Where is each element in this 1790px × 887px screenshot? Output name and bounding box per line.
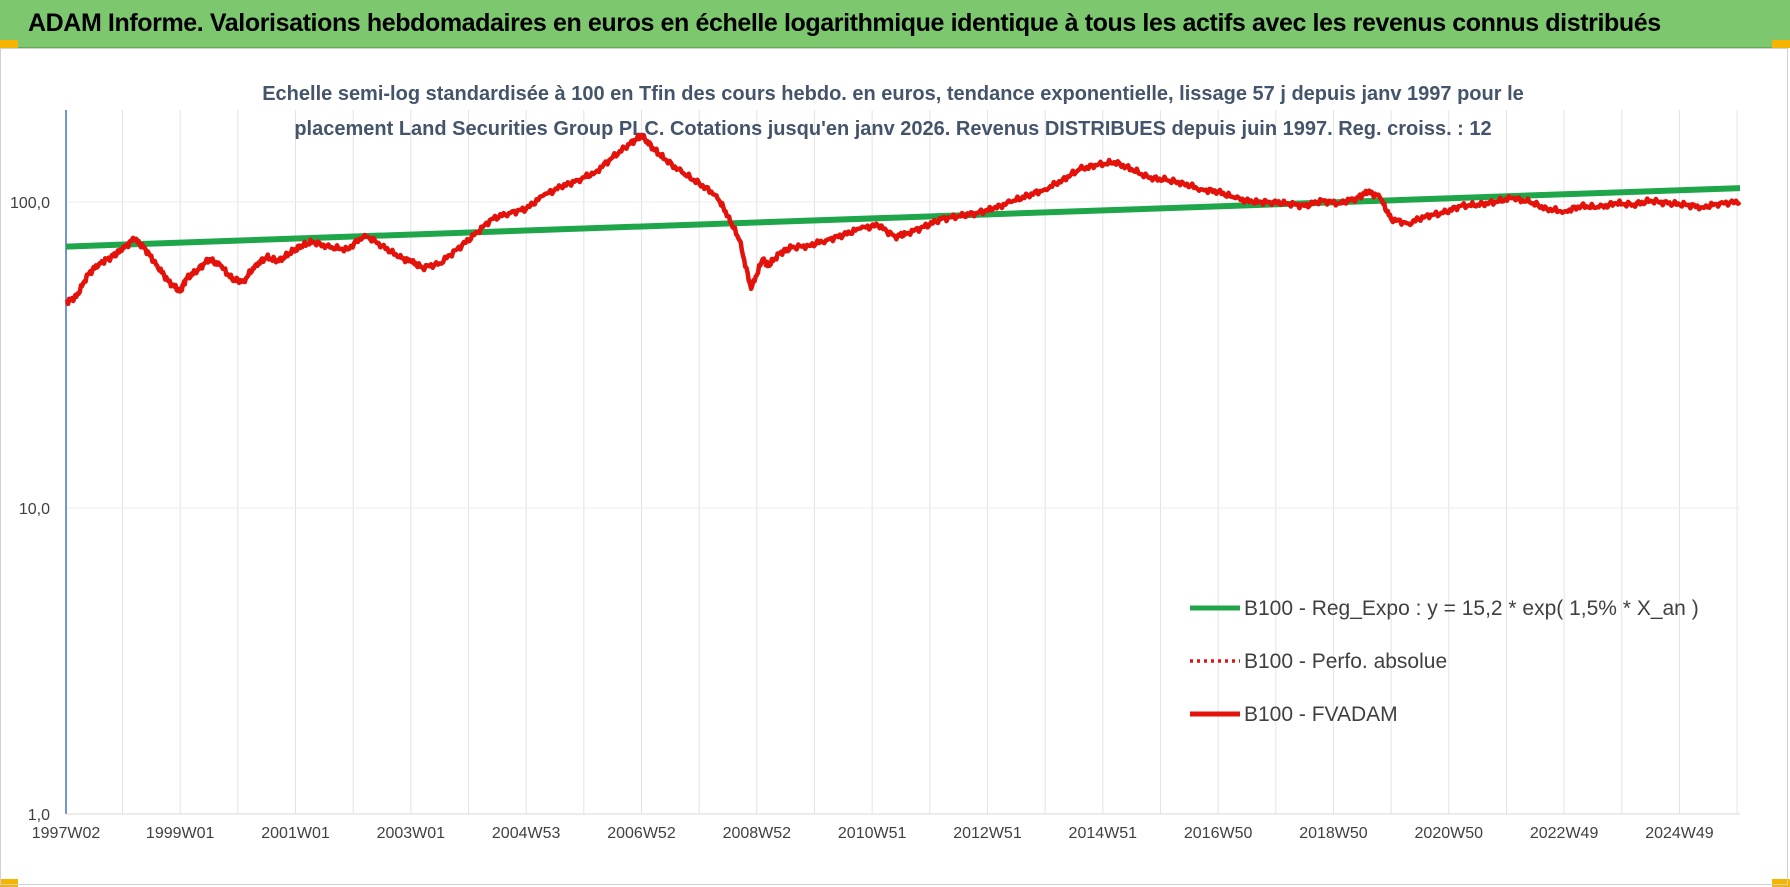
y-axis-ticks: 1,0 10,0 100,0	[10, 195, 50, 824]
corner-marker-top-left	[0, 40, 18, 48]
legend-label: B100 - FVADAM	[1244, 703, 1398, 726]
corner-marker-top-right	[1772, 40, 1790, 48]
y-tick-label: 10,0	[19, 501, 50, 518]
report-title: ADAM Informe. Valorisations hebdomadaire…	[28, 9, 1661, 37]
x-tick-label: 2024W49	[1645, 825, 1714, 842]
vertical-gridlines	[122, 110, 1738, 814]
x-axis-ticks: 1997W02 1999W01 2001W01 2003W01 2004W53 2006W…	[32, 825, 1714, 842]
series-line-fvadam	[64, 132, 1742, 307]
x-tick-label: 2001W01	[261, 825, 330, 842]
y-tick-label: 100,0	[10, 195, 50, 212]
chart-subtitle-line-2: placement Land Securities Group PLC. Cot…	[294, 118, 1491, 140]
x-tick-label: 2012W51	[953, 825, 1022, 842]
x-tick-label: 2003W01	[377, 825, 446, 842]
x-tick-label: 2020W50	[1415, 825, 1484, 842]
series-line-trend	[65, 185, 1741, 250]
x-tick-label: 1999W01	[146, 825, 215, 842]
x-tick-label: 2004W53	[492, 825, 561, 842]
x-tick-label: 2016W50	[1184, 825, 1253, 842]
corner-marker-bottom-right	[1772, 879, 1790, 887]
legend-label: B100 - Perfo. absolue	[1244, 650, 1447, 673]
horizontal-gridlines	[66, 201, 1740, 509]
y-tick-label: 1,0	[28, 807, 50, 824]
corner-marker-bottom-left	[0, 879, 18, 887]
chart-frame	[0, 48, 1788, 885]
chart-legend: B100 - Reg_Expo : y = 15,2 * exp( 1,5% *…	[1190, 597, 1699, 726]
x-tick-label: 2022W49	[1530, 825, 1599, 842]
x-tick-label: 2014W51	[1069, 825, 1138, 842]
x-tick-label: 2008W52	[723, 825, 792, 842]
x-tick-label: 2010W51	[838, 825, 907, 842]
x-tick-label: 2006W52	[607, 825, 676, 842]
chart-subtitle-line-1: Echelle semi-log standardisée à 100 en T…	[262, 83, 1524, 105]
legend-label: B100 - Reg_Expo : y = 15,2 * exp( 1,5% *…	[1244, 597, 1699, 620]
plot-series	[64, 132, 1742, 307]
x-tick-label: 2018W50	[1299, 825, 1368, 842]
x-tick-label: 1997W02	[32, 825, 101, 842]
report-banner: ADAM Informe. Valorisations hebdomadaire…	[0, 0, 1790, 48]
